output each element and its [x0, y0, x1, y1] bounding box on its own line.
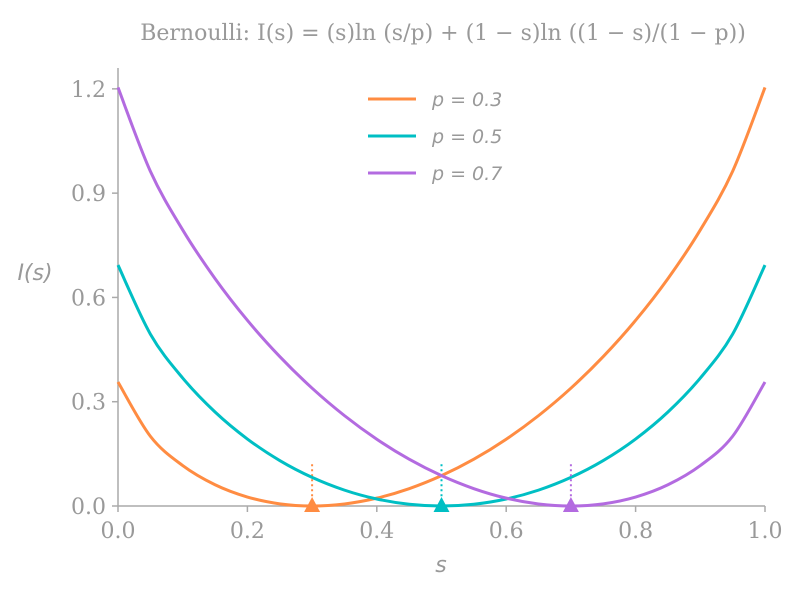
y-tick-label: 0.6 — [71, 286, 106, 311]
legend-label: p = 0.5 — [431, 126, 502, 148]
x-tick-label: 1.0 — [748, 519, 783, 544]
y-axis-label: I(s) — [17, 261, 52, 286]
series-line-p0.3 — [116, 86, 767, 508]
x-tick-label: 0.6 — [489, 519, 524, 544]
y-tick-label: 0.0 — [71, 495, 106, 520]
x-axis-label: s — [435, 553, 446, 578]
x-tick-label: 0.2 — [230, 519, 265, 544]
plot-area — [116, 86, 767, 512]
legend: p = 0.3 p = 0.5 p = 0.7 — [368, 89, 502, 185]
y-tick-label: 0.9 — [71, 182, 106, 207]
series-line-p0.7 — [116, 86, 767, 508]
y-tick-label: 0.3 — [71, 391, 106, 416]
x-tick-label: 0.4 — [359, 519, 394, 544]
y-tick-label: 1.2 — [71, 78, 106, 103]
x-tick-label: 0.8 — [618, 519, 653, 544]
legend-label: p = 0.3 — [431, 89, 502, 111]
triangle-marker — [562, 497, 579, 512]
axes: 0.0 0.2 0.4 0.6 0.8 1.0 0.0 0.3 0.6 0.9 1.2 — [71, 68, 783, 544]
chart-title: Bernoulli: I(s) = (s)ln (s/p) + (1 − s)l… — [140, 21, 746, 46]
triangle-marker — [304, 497, 321, 512]
legend-label: p = 0.7 — [431, 163, 502, 185]
x-tick-label: 0.0 — [101, 519, 136, 544]
triangle-marker — [433, 497, 450, 512]
